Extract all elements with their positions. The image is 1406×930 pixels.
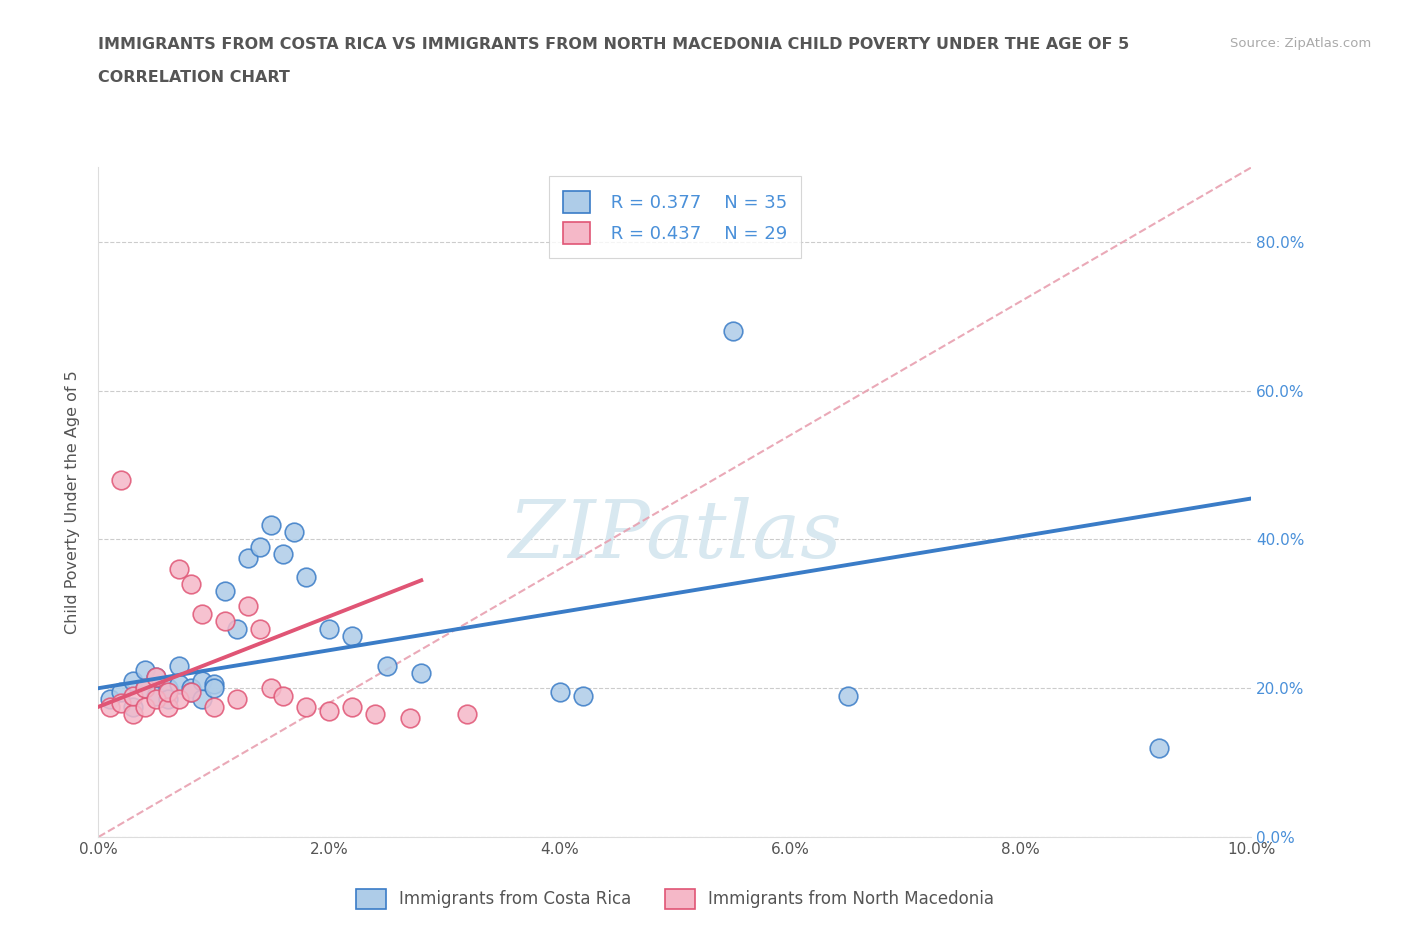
Point — [156, 699, 179, 714]
Point — [180, 681, 202, 696]
Point — [571, 688, 593, 703]
Point — [837, 688, 859, 703]
Text: IMMIGRANTS FROM COSTA RICA VS IMMIGRANTS FROM NORTH MACEDONIA CHILD POVERTY UNDE: IMMIGRANTS FROM COSTA RICA VS IMMIGRANTS… — [98, 37, 1129, 52]
Point — [1147, 740, 1170, 755]
Point — [271, 688, 294, 703]
Point — [260, 517, 283, 532]
Point — [271, 547, 294, 562]
Text: ZIPatlas: ZIPatlas — [508, 497, 842, 575]
Point — [225, 692, 247, 707]
Point — [318, 703, 340, 718]
Point — [340, 699, 363, 714]
Point — [398, 711, 420, 725]
Point — [238, 599, 260, 614]
Point — [134, 681, 156, 696]
Point — [145, 670, 167, 684]
Point — [180, 684, 202, 699]
Point — [548, 684, 571, 699]
Point — [214, 584, 236, 599]
Point — [134, 662, 156, 677]
Point — [295, 699, 318, 714]
Point — [260, 681, 283, 696]
Point — [202, 699, 225, 714]
Point — [167, 658, 190, 673]
Point — [98, 699, 121, 714]
Point — [122, 688, 145, 703]
Point — [145, 688, 167, 703]
Point — [180, 577, 202, 591]
Point — [191, 673, 214, 688]
Point — [721, 324, 744, 339]
Point — [375, 658, 398, 673]
Point — [98, 692, 121, 707]
Point — [156, 692, 179, 707]
Point — [145, 670, 167, 684]
Point — [411, 666, 433, 681]
Point — [122, 699, 145, 714]
Point — [110, 696, 132, 711]
Point — [156, 681, 179, 696]
Point — [283, 525, 305, 539]
Legend: Immigrants from Costa Rica, Immigrants from North Macedonia: Immigrants from Costa Rica, Immigrants f… — [349, 882, 1001, 916]
Text: CORRELATION CHART: CORRELATION CHART — [98, 70, 290, 85]
Point — [145, 692, 167, 707]
Point — [122, 673, 145, 688]
Point — [295, 569, 318, 584]
Y-axis label: Child Poverty Under the Age of 5: Child Poverty Under the Age of 5 — [65, 370, 80, 634]
Point — [202, 681, 225, 696]
Point — [238, 551, 260, 565]
Point — [340, 629, 363, 644]
Point — [122, 707, 145, 722]
Point — [249, 621, 271, 636]
Point — [318, 621, 340, 636]
Point — [202, 677, 225, 692]
Point — [110, 684, 132, 699]
Point — [191, 606, 214, 621]
Point — [110, 472, 132, 487]
Point — [249, 539, 271, 554]
Point — [214, 614, 236, 629]
Point — [167, 692, 190, 707]
Point — [156, 684, 179, 699]
Point — [134, 681, 156, 696]
Point — [225, 621, 247, 636]
Point — [364, 707, 387, 722]
Point — [180, 684, 202, 699]
Point — [167, 677, 190, 692]
Point — [167, 562, 190, 577]
Point — [456, 707, 478, 722]
Text: Source: ZipAtlas.com: Source: ZipAtlas.com — [1230, 37, 1371, 50]
Point — [134, 699, 156, 714]
Point — [191, 692, 214, 707]
